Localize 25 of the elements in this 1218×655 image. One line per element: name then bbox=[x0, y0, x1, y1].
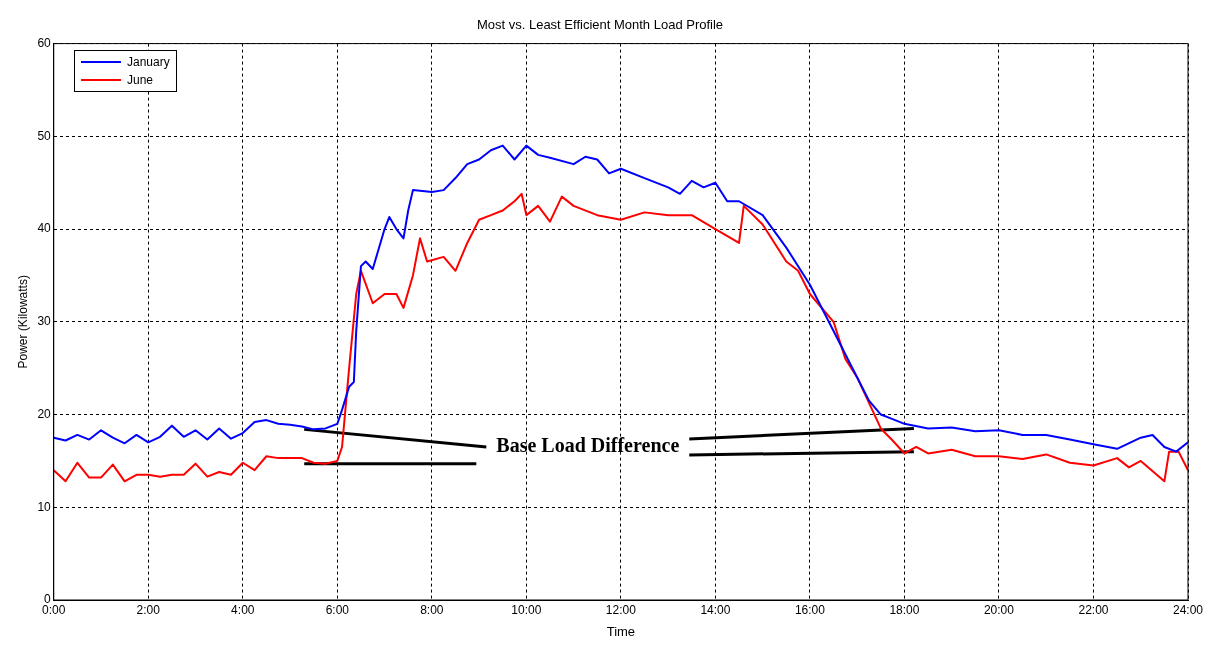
x-tick-label: 8:00 bbox=[420, 602, 444, 617]
x-tick-label: 10:00 bbox=[511, 602, 542, 617]
x-tick-label: 14:00 bbox=[700, 602, 731, 617]
y-tick-label: 50 bbox=[37, 128, 52, 143]
x-axis-title: Time bbox=[606, 623, 636, 639]
legend-label: January bbox=[127, 54, 170, 71]
y-tick-label: 10 bbox=[37, 499, 52, 514]
x-tick-label: 22:00 bbox=[1078, 602, 1109, 617]
x-tick-label: 4:00 bbox=[231, 602, 255, 617]
x-tick-label: 2:00 bbox=[136, 602, 161, 617]
annotation: Base Load Difference bbox=[496, 434, 680, 457]
y-tick-label: 60 bbox=[37, 35, 52, 50]
x-tick-label: 6:00 bbox=[325, 602, 350, 617]
y-axis-title: Power (Kilowatts) bbox=[15, 275, 30, 369]
x-tick-label: 16:00 bbox=[794, 602, 826, 617]
x-tick-label: 20:00 bbox=[983, 602, 1015, 617]
y-tick-label: 30 bbox=[37, 314, 52, 329]
y-tick-label: 20 bbox=[37, 406, 52, 421]
x-tick-label: 24:00 bbox=[1172, 602, 1204, 617]
y-tick-label: 40 bbox=[37, 221, 52, 236]
x-tick-label: 12:00 bbox=[605, 602, 637, 617]
legend-label: June bbox=[127, 72, 154, 89]
x-tick-label: 18:00 bbox=[889, 602, 920, 617]
chart-title: Most vs. Least Efficient Month Load Profile bbox=[476, 17, 724, 33]
x-tick-label: 0:00 bbox=[42, 602, 66, 617]
